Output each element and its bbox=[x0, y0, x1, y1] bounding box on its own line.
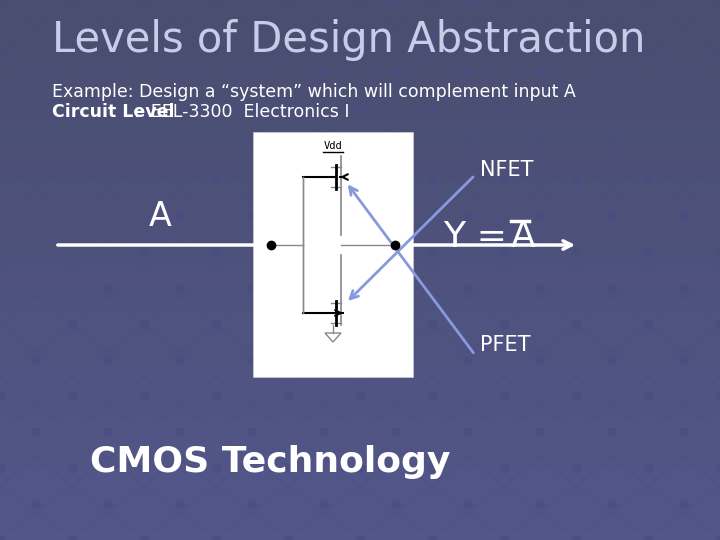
Text: Levels of Design Abstraction: Levels of Design Abstraction bbox=[52, 19, 645, 61]
Text: CMOS Technology: CMOS Technology bbox=[90, 445, 450, 479]
Text: Vdd: Vdd bbox=[323, 141, 343, 151]
Bar bbox=[0, 180, 720, 190]
Text: Example: Design a “system” which will complement input A: Example: Design a “system” which will co… bbox=[52, 83, 576, 101]
Bar bbox=[0, 420, 720, 430]
Bar bbox=[0, 30, 720, 40]
Bar bbox=[0, 210, 720, 220]
Bar bbox=[0, 340, 720, 350]
Bar bbox=[0, 360, 720, 370]
Bar bbox=[0, 250, 720, 260]
Bar bbox=[0, 310, 720, 320]
Bar bbox=[0, 110, 720, 120]
Text: A: A bbox=[148, 200, 171, 233]
Bar bbox=[0, 190, 720, 200]
Bar bbox=[0, 90, 720, 100]
Bar bbox=[0, 40, 720, 50]
Text: A: A bbox=[511, 220, 536, 254]
Bar bbox=[0, 390, 720, 400]
Bar bbox=[0, 0, 720, 10]
Bar bbox=[0, 520, 720, 530]
Bar bbox=[0, 120, 720, 130]
Bar bbox=[0, 380, 720, 390]
Bar bbox=[0, 130, 720, 140]
Bar bbox=[0, 280, 720, 290]
Bar bbox=[0, 290, 720, 300]
Bar bbox=[0, 510, 720, 520]
Bar bbox=[0, 220, 720, 230]
Bar bbox=[0, 470, 720, 480]
Bar bbox=[0, 80, 720, 90]
Bar bbox=[0, 350, 720, 360]
Bar bbox=[0, 50, 720, 60]
Bar bbox=[0, 410, 720, 420]
Text: Y =: Y = bbox=[443, 220, 518, 254]
Bar bbox=[0, 150, 720, 160]
Bar bbox=[0, 70, 720, 80]
Bar bbox=[0, 480, 720, 490]
Bar bbox=[0, 270, 720, 280]
Bar bbox=[0, 530, 720, 540]
Bar bbox=[0, 370, 720, 380]
Bar bbox=[0, 20, 720, 30]
Bar bbox=[0, 460, 720, 470]
Bar bbox=[0, 300, 720, 310]
Bar bbox=[0, 440, 720, 450]
Bar bbox=[0, 230, 720, 240]
Bar bbox=[0, 320, 720, 330]
Bar bbox=[0, 260, 720, 270]
Bar bbox=[0, 490, 720, 500]
Bar bbox=[0, 160, 720, 170]
Text: :  EEL-3300  Electronics I: : EEL-3300 Electronics I bbox=[134, 103, 349, 121]
Bar bbox=[0, 100, 720, 110]
Bar bbox=[0, 240, 720, 250]
Bar bbox=[0, 200, 720, 210]
Bar bbox=[0, 60, 720, 70]
Bar bbox=[0, 500, 720, 510]
Bar bbox=[0, 140, 720, 150]
Bar bbox=[0, 10, 720, 20]
Text: NFET: NFET bbox=[480, 160, 534, 180]
Text: PFET: PFET bbox=[480, 335, 531, 355]
Bar bbox=[0, 450, 720, 460]
Bar bbox=[0, 170, 720, 180]
Bar bbox=[0, 430, 720, 440]
Bar bbox=[0, 400, 720, 410]
Bar bbox=[0, 330, 720, 340]
Bar bbox=[253, 132, 413, 377]
Text: Circuit Level: Circuit Level bbox=[52, 103, 174, 121]
